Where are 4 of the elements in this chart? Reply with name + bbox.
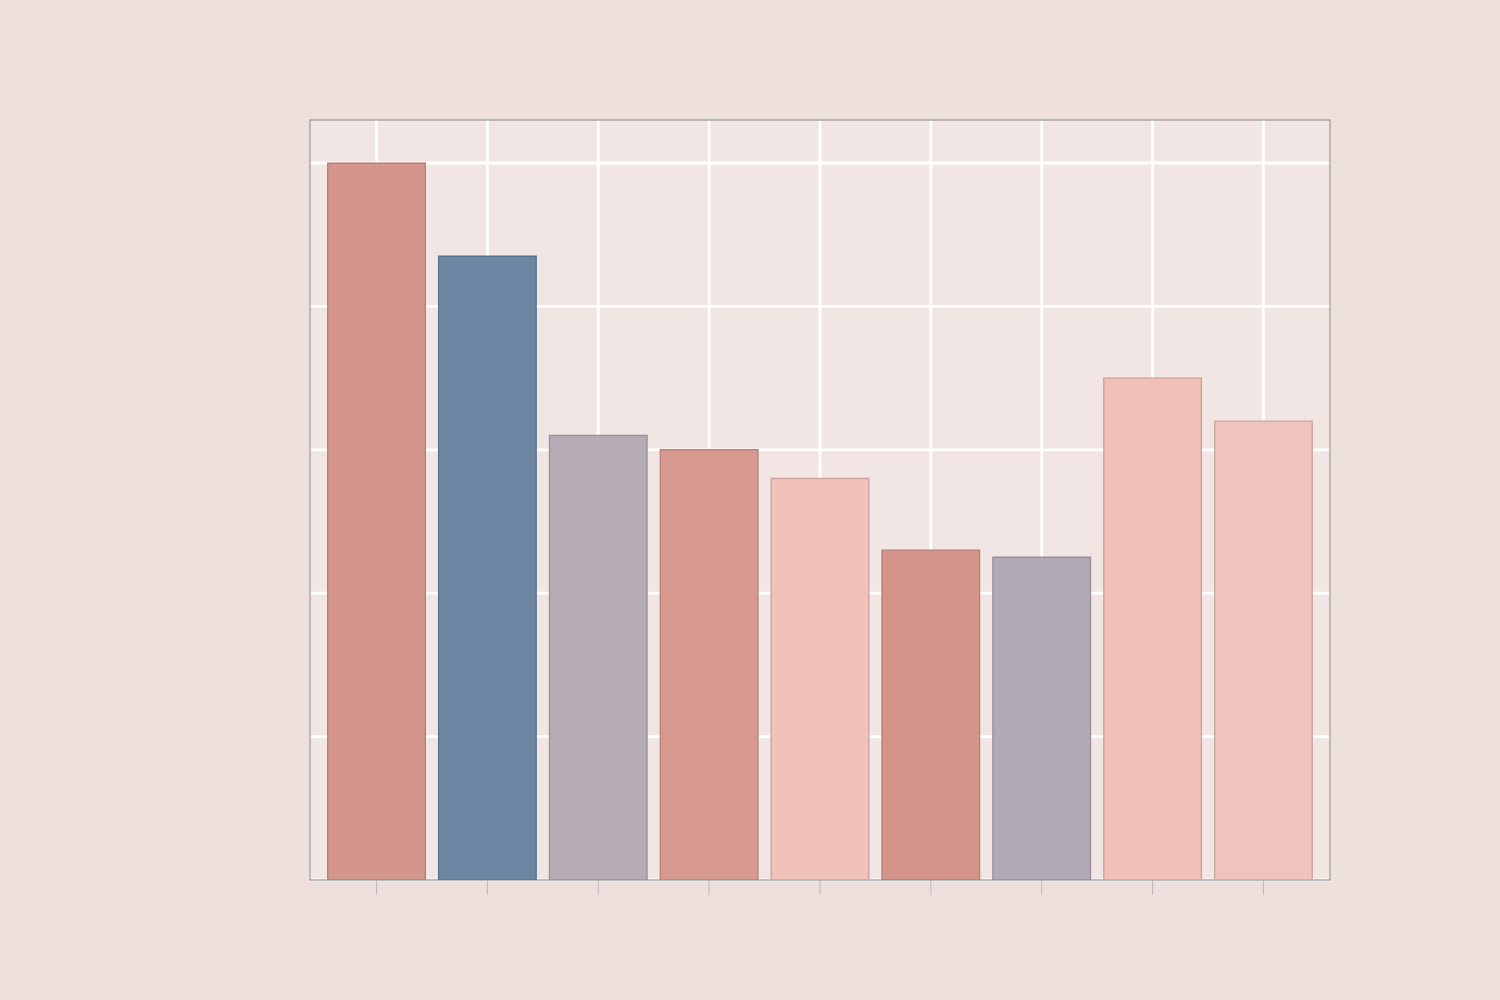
bar bbox=[770, 477, 870, 880]
bar bbox=[992, 556, 1092, 880]
bar bbox=[327, 162, 427, 880]
bar bbox=[548, 434, 648, 880]
